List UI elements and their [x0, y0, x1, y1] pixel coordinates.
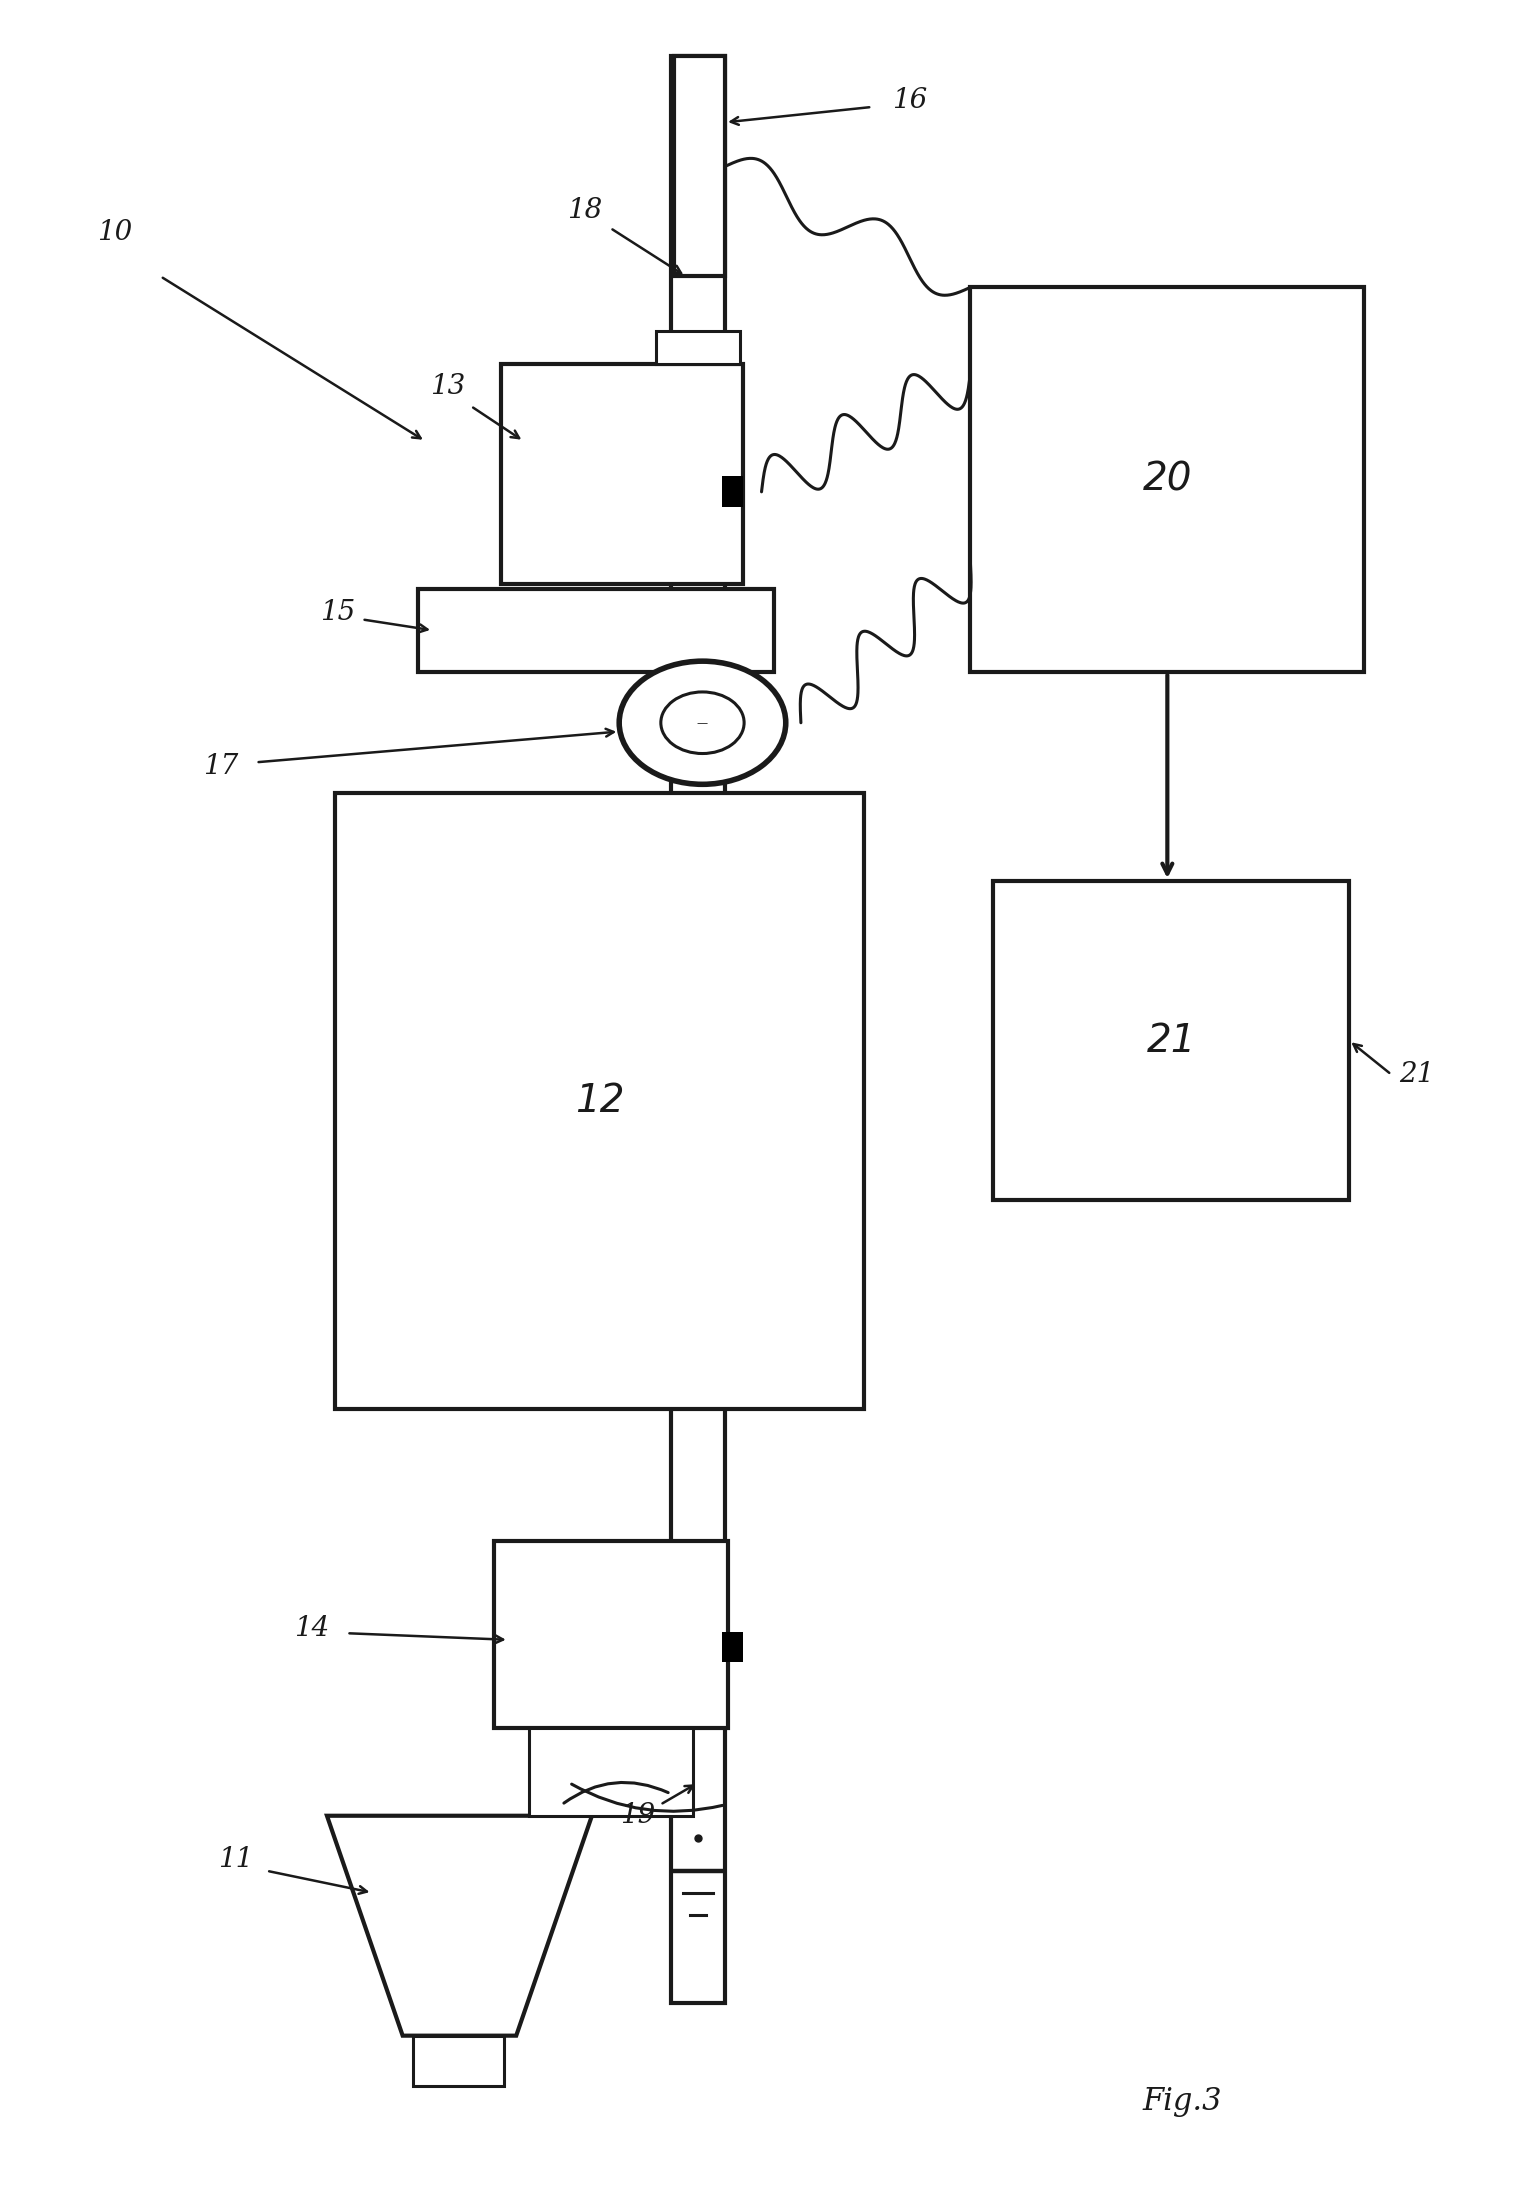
Text: 15: 15 — [320, 599, 355, 625]
Text: 13: 13 — [431, 372, 466, 401]
Text: 16: 16 — [892, 86, 927, 115]
Bar — [722, 476, 743, 506]
Text: Fig.3: Fig.3 — [1142, 2085, 1223, 2116]
Bar — [655, 330, 740, 363]
Bar — [674, 57, 725, 275]
Text: 18: 18 — [567, 196, 602, 225]
Text: 21: 21 — [1400, 1061, 1435, 1088]
Text: 19: 19 — [620, 1801, 655, 1830]
Ellipse shape — [619, 661, 786, 784]
Bar — [994, 881, 1349, 1200]
Bar — [417, 588, 774, 672]
Bar — [722, 1632, 743, 1663]
Text: 14: 14 — [294, 1616, 329, 1643]
Ellipse shape — [661, 691, 745, 753]
Bar — [493, 1541, 728, 1729]
Bar — [671, 57, 725, 2002]
Polygon shape — [328, 1817, 592, 2035]
Bar — [501, 363, 743, 584]
Bar — [413, 2035, 504, 2085]
Text: 12: 12 — [575, 1081, 625, 1121]
Bar — [529, 1729, 693, 1817]
Text: 21: 21 — [1147, 1022, 1195, 1059]
Text: 11: 11 — [218, 1845, 253, 1874]
Bar — [335, 793, 865, 1409]
Bar — [971, 286, 1364, 672]
Text: —: — — [696, 718, 708, 727]
Text: 20: 20 — [1142, 460, 1192, 498]
Text: 17: 17 — [203, 753, 238, 780]
Text: 10: 10 — [97, 218, 132, 247]
